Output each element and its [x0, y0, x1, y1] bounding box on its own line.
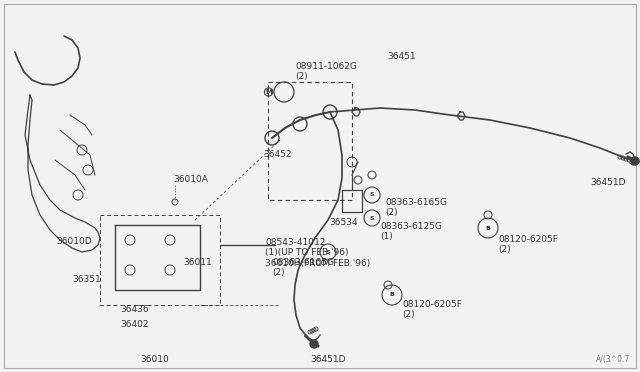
Text: 08363-6165G
(2): 08363-6165G (2): [385, 198, 447, 217]
Text: 08363-6165G
(2): 08363-6165G (2): [272, 258, 334, 278]
Text: 36010A: 36010A: [173, 175, 208, 184]
Text: 36010: 36010: [141, 355, 170, 364]
Circle shape: [631, 157, 639, 165]
Text: 36402: 36402: [121, 320, 149, 329]
Text: 08363-6125G
(1): 08363-6125G (1): [380, 222, 442, 241]
Text: B: B: [486, 225, 490, 231]
Text: S: S: [370, 192, 374, 198]
Text: B: B: [390, 292, 394, 298]
Text: 08120-6205F
(2): 08120-6205F (2): [498, 235, 558, 254]
Text: 36011: 36011: [183, 258, 212, 267]
Text: S: S: [326, 250, 330, 254]
Text: 08911-1062G
(2): 08911-1062G (2): [295, 62, 357, 81]
Text: 36010D: 36010D: [56, 237, 92, 246]
Circle shape: [310, 340, 318, 348]
Text: 36451D: 36451D: [310, 355, 346, 364]
Text: M: M: [265, 89, 272, 95]
Text: 36436: 36436: [120, 305, 148, 314]
Text: 36452: 36452: [264, 150, 292, 159]
Text: A/(3^0.7: A/(3^0.7: [596, 355, 630, 364]
Text: 08120-6205F
(2): 08120-6205F (2): [402, 300, 462, 320]
Text: 36534: 36534: [330, 218, 358, 227]
Text: 08543-41012
(1)(UP TO FEB.'96)
36010H(FROM FEB.'96): 08543-41012 (1)(UP TO FEB.'96) 36010H(FR…: [265, 238, 371, 268]
Text: 36451: 36451: [388, 52, 416, 61]
Text: 36351: 36351: [72, 275, 100, 284]
Text: S: S: [370, 215, 374, 221]
Text: 36451D: 36451D: [590, 178, 625, 187]
